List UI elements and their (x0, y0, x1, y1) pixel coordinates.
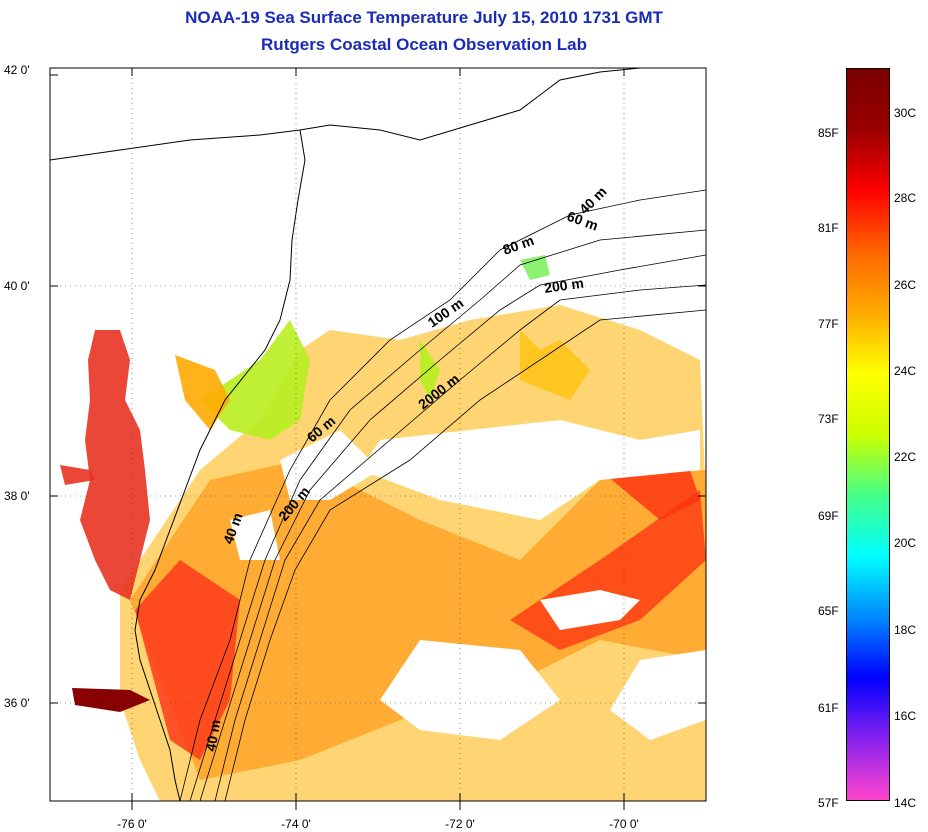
map-subtitle: Rutgers Coastal Ocean Observation Lab (261, 35, 587, 54)
isobaths (179, 189, 706, 801)
albemarle-sound (72, 688, 150, 712)
colorbar-f-label: 65F (818, 604, 839, 618)
colorbar-f-label: 69F (818, 509, 839, 523)
lat-label: 36 0' (4, 696, 30, 710)
colorbar (846, 68, 890, 801)
sst-map: 40 m 60 m 80 m 200 m 100 m 2000 m 60 m 4… (4, 63, 707, 831)
colorbar-c-label: 28C (894, 191, 917, 205)
colorbar-f-label: 61F (818, 701, 839, 715)
lat-label: 38 0' (4, 489, 30, 503)
lat-label: 42 0' (4, 63, 30, 77)
colorbar-c-label: 20C (894, 536, 917, 550)
depth-label: 40 m (202, 718, 223, 752)
lon-label: -74 0' (281, 817, 311, 831)
colorbar-c-label: 30C (894, 106, 917, 120)
colorbar-f-label: 77F (818, 317, 839, 331)
lon-label: -76 0' (117, 817, 147, 831)
map-frame (49, 67, 707, 802)
chesapeake-bay (80, 330, 150, 600)
colorbar-c-label: 26C (894, 278, 917, 292)
coastline (50, 68, 641, 801)
colorbar-f-label: 57F (818, 796, 839, 810)
colorbar-f-label: 73F (818, 412, 839, 426)
depth-label: 200 m (543, 275, 585, 296)
colorbar-c-label: 24C (894, 364, 917, 378)
colorbar-c-label: 18C (894, 623, 917, 637)
colorbar-c-label: 14C (894, 796, 917, 810)
colorbar-f-label: 85F (818, 126, 839, 140)
colorbar-c-label: 22C (894, 450, 917, 464)
lat-label: 40 0' (4, 279, 30, 293)
colorbar-c-label: 16C (894, 709, 917, 723)
lon-label: -72 0' (445, 817, 475, 831)
map-title: NOAA-19 Sea Surface Temperature July 15,… (185, 8, 663, 27)
colorbar-f-label: 81F (818, 221, 839, 235)
graticule (50, 68, 706, 801)
lon-label: -70 0' (609, 817, 639, 831)
